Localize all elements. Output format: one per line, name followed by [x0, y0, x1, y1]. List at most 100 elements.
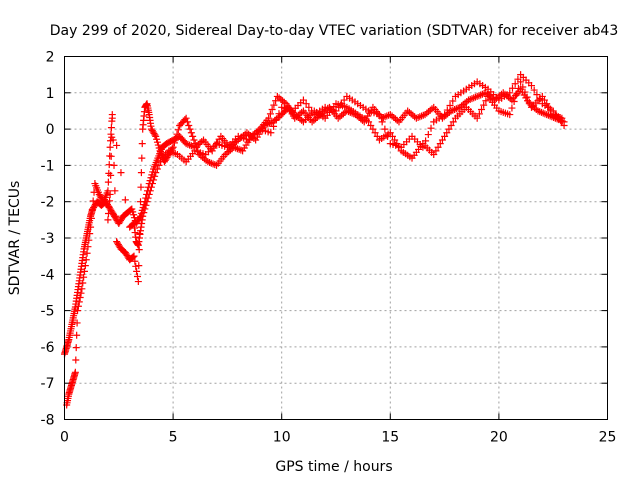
data-point — [369, 125, 377, 133]
data-point — [71, 368, 79, 376]
data-point — [305, 103, 313, 111]
data-point — [77, 289, 85, 297]
data-point — [365, 118, 373, 126]
data-point — [151, 172, 159, 180]
data-point — [107, 152, 115, 160]
data-point — [129, 220, 137, 228]
data-point — [189, 132, 197, 140]
data-point — [514, 84, 522, 92]
data-point — [508, 84, 516, 92]
data-point — [475, 110, 483, 118]
data-point — [79, 279, 87, 287]
data-point — [151, 131, 159, 139]
data-point — [381, 125, 389, 133]
data-point — [145, 190, 153, 198]
data-point — [514, 75, 522, 83]
data-point — [508, 104, 516, 112]
data-point — [182, 114, 190, 122]
data-point — [84, 243, 92, 251]
data-point — [82, 256, 90, 264]
data-point — [89, 197, 97, 205]
data-point — [80, 267, 88, 275]
data-point — [73, 331, 81, 339]
data-point — [143, 198, 151, 206]
data-point — [419, 143, 427, 151]
data-point — [104, 187, 112, 195]
data-point — [87, 214, 95, 222]
data-point — [308, 107, 316, 115]
plot-frame — [64, 56, 608, 420]
data-point — [133, 267, 141, 275]
y-axis-label: SDTVAR / TECUs — [7, 181, 23, 296]
data-point — [132, 262, 140, 270]
data-point — [525, 98, 533, 106]
data-point — [72, 344, 80, 352]
data-point — [478, 105, 486, 113]
data-point — [430, 151, 438, 159]
data-point — [141, 205, 149, 213]
data-point — [337, 100, 345, 108]
data-point — [104, 209, 112, 217]
data-point — [266, 110, 274, 118]
data-point — [121, 196, 129, 204]
data-point — [552, 111, 560, 119]
x-tick-label: 20 — [490, 430, 508, 446]
data-point — [147, 183, 155, 191]
data-point — [137, 169, 145, 177]
data-point — [449, 118, 457, 126]
x-axis-label: GPS time / hours — [275, 459, 392, 475]
data-point — [137, 183, 145, 191]
data-point — [117, 169, 125, 177]
data-point — [107, 171, 115, 179]
data-point — [449, 97, 457, 105]
data-point — [557, 118, 565, 126]
data-point — [74, 302, 82, 310]
data-point — [510, 98, 518, 106]
y-tick-label: -4 — [41, 267, 55, 283]
data-point — [523, 93, 531, 101]
data-point — [441, 111, 449, 119]
data-point — [150, 176, 158, 184]
data-point — [480, 101, 488, 109]
y-tick-label: -8 — [41, 413, 55, 429]
data-point — [112, 212, 120, 220]
data-point — [73, 319, 81, 327]
data-point — [157, 158, 165, 166]
data-point — [371, 129, 379, 137]
data-point — [170, 139, 178, 147]
data-point — [521, 88, 529, 96]
data-point — [506, 89, 514, 97]
data-point — [144, 194, 152, 202]
data-point — [332, 107, 340, 115]
y-tick-label: -7 — [41, 376, 55, 392]
data-point — [441, 132, 449, 140]
data-point — [80, 273, 88, 281]
data-point — [193, 143, 201, 151]
data-point — [432, 147, 440, 155]
data-point — [130, 252, 138, 260]
data-point — [270, 101, 278, 109]
y-tick-label: -6 — [41, 340, 55, 356]
data-point — [275, 110, 283, 118]
x-tick-label: 10 — [273, 430, 291, 446]
data-point — [533, 91, 541, 99]
y-tick-label: 0 — [46, 122, 55, 138]
data-point — [268, 105, 276, 113]
data-point — [443, 129, 451, 137]
data-point — [142, 201, 150, 209]
y-tick-label: -2 — [41, 195, 55, 211]
data-point — [87, 223, 95, 231]
x-tick-label: 0 — [60, 430, 69, 446]
data-point — [373, 132, 381, 140]
data-point — [172, 135, 180, 143]
data-point — [113, 141, 121, 149]
data-point — [111, 187, 119, 195]
data-point — [76, 294, 84, 302]
data-point — [549, 107, 557, 115]
data-point — [473, 114, 481, 122]
data-point — [135, 246, 143, 254]
data-point — [438, 136, 446, 144]
data-point — [72, 356, 80, 364]
data-point — [133, 272, 141, 280]
data-point — [386, 129, 394, 137]
